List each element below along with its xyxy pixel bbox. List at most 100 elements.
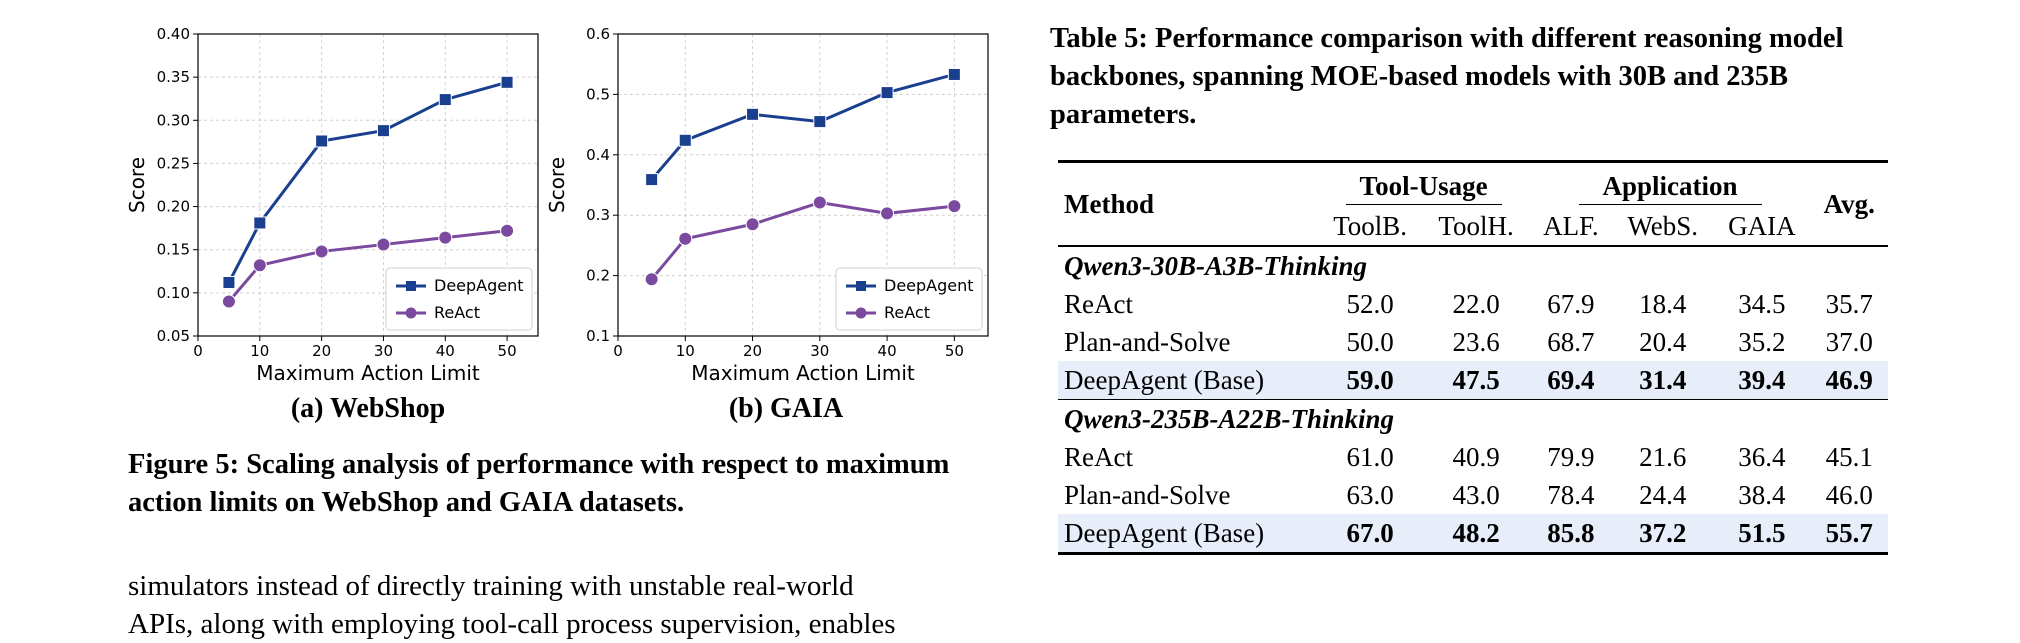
y-tick-label: 0.6	[586, 25, 610, 43]
table-row: ReAct 61.0 40.9 79.9 21.6 36.4 45.1	[1058, 438, 1888, 476]
data-point-deepagent	[746, 107, 760, 121]
value-cell: 63.0	[1346, 479, 1394, 510]
table-row: Plan-and-Solve 50.0 23.6 68.7 20.4 35.2 37.0	[1058, 323, 1888, 361]
data-point-react	[438, 230, 453, 245]
legend-marker	[855, 307, 867, 319]
data-point-deepagent	[253, 216, 267, 230]
x-tick-label: 30	[374, 342, 393, 360]
body-line-1: simulators instead of directly training …	[128, 570, 854, 602]
legend-label: DeepAgent	[434, 276, 524, 295]
value-cell: 23.6	[1452, 326, 1500, 357]
data-point-react	[947, 199, 962, 214]
y-tick-label: 0.2	[586, 267, 610, 285]
legend-label: ReAct	[434, 303, 480, 322]
column-header: WebS.	[1627, 210, 1699, 241]
data-point-deepagent	[376, 124, 390, 138]
value-cell: 18.4	[1639, 288, 1687, 319]
gaia-subcaption: (b) GAIA	[728, 393, 844, 424]
value-cell: 35.2	[1738, 326, 1786, 357]
method-cell: DeepAgent (Base)	[1058, 361, 1318, 400]
tool-usage-header: Tool-Usage	[1318, 162, 1530, 208]
y-tick-label: 0.35	[157, 68, 190, 86]
method-header: Method	[1064, 188, 1154, 219]
legend-label: DeepAgent	[884, 276, 974, 295]
value-cell: 37.0	[1825, 326, 1873, 357]
table-row: Plan-and-Solve 63.0 43.0 78.4 24.4 38.4 46.0	[1058, 476, 1888, 514]
value-cell: 38.4	[1738, 479, 1786, 510]
value-cell: 85.8	[1529, 514, 1613, 554]
y-tick-label: 0.1	[586, 327, 610, 345]
data-point-deepagent	[500, 75, 514, 89]
method-cell: ReAct	[1064, 441, 1133, 472]
value-cell: 69.4	[1529, 361, 1613, 400]
figure-5: 0 10 20 30 40 50 0.05 0.10 0.15 0.20 0.25 0.30 0.35 0…	[0, 0, 1000, 640]
value-cell: 40.9	[1452, 441, 1500, 472]
value-cell: 35.7	[1825, 288, 1873, 319]
data-point-react	[678, 231, 693, 246]
x-axis-label: Maximum Action Limit	[691, 361, 915, 385]
figure-caption: Figure 5: Scaling analysis of performanc…	[128, 449, 950, 518]
table-row: DeepAgent (Base) 59.0 47.5 69.4 31.4 39.4 46.9	[1058, 361, 1888, 400]
data-point-react	[221, 294, 236, 309]
column-header: ALF.	[1543, 210, 1599, 241]
y-tick-label: 0.20	[157, 198, 190, 216]
performance-table: Method Tool-Usage Application Avg. ToolB…	[1058, 160, 1888, 555]
legend-marker	[406, 281, 416, 291]
legend-marker	[856, 281, 866, 291]
x-tick-label: 50	[945, 342, 964, 360]
data-point-deepagent	[315, 134, 329, 148]
plot-frame	[197, 33, 539, 337]
value-cell: 50.0	[1346, 326, 1394, 357]
value-cell: 59.0	[1317, 361, 1423, 400]
data-point-react	[745, 217, 760, 232]
data-point-deepagent	[438, 93, 452, 107]
value-cell: 34.5	[1738, 288, 1786, 319]
x-tick-label: 10	[676, 342, 695, 360]
method-cell: Plan-and-Solve	[1064, 326, 1231, 357]
value-cell: 78.4	[1547, 479, 1595, 510]
application-header: Application	[1530, 162, 1811, 208]
table-row: ReAct 52.0 22.0 67.9 18.4 34.5 35.7	[1058, 285, 1888, 323]
data-point-react	[812, 195, 827, 210]
y-tick-label: 0.40	[157, 25, 190, 43]
x-tick-label: 20	[312, 342, 331, 360]
gaia-chart: 0 10 20 30 40 50 0.1 0.2 0.3 0.4 0.5 0.6 Maximum Act…	[545, 25, 989, 385]
body-paragraph: simulators instead of directly training …	[128, 567, 978, 643]
data-point-deepagent	[222, 276, 236, 290]
value-cell: 43.0	[1452, 479, 1500, 510]
value-cell: 24.4	[1639, 479, 1687, 510]
x-tick-label: 30	[810, 342, 829, 360]
webshop-subcaption: (a) WebShop	[290, 393, 446, 424]
x-axis-label: Maximum Action Limit	[256, 361, 480, 385]
y-tick-label: 0.5	[586, 85, 610, 103]
x-tick-label: 50	[498, 342, 517, 360]
y-tick-label: 0.10	[157, 284, 190, 302]
model-group-title: Qwen3-30B-A3B-Thinking	[1064, 250, 1368, 281]
series-line-react	[650, 200, 955, 281]
column-header: ToolH.	[1438, 210, 1514, 241]
method-cell: Plan-and-Solve	[1064, 479, 1231, 510]
data-point-deepagent	[813, 115, 827, 129]
value-cell: 67.0	[1317, 514, 1423, 554]
data-point-deepagent	[880, 86, 894, 100]
data-point-react	[500, 223, 515, 238]
value-cell: 46.9	[1810, 361, 1888, 400]
y-axis-label: Score	[125, 157, 149, 213]
value-cell: 39.4	[1713, 361, 1811, 400]
y-tick-label: 0.25	[157, 154, 190, 172]
value-cell: 52.0	[1346, 288, 1394, 319]
column-header: GAIA	[1728, 210, 1796, 241]
legend-label: ReAct	[884, 303, 930, 322]
y-tick-label: 0.05	[157, 327, 190, 345]
y-tick-label: 0.30	[157, 111, 190, 129]
data-point-react	[880, 206, 895, 221]
data-point-react	[644, 272, 659, 287]
value-cell: 45.1	[1825, 441, 1873, 472]
x-tick-label: 0	[613, 342, 623, 360]
value-cell: 68.7	[1547, 326, 1595, 357]
value-cell: 51.5	[1713, 514, 1811, 554]
y-tick-label: 0.4	[586, 146, 610, 164]
x-tick-label: 0	[193, 342, 203, 360]
value-cell: 36.4	[1738, 441, 1786, 472]
series-line-react	[227, 229, 508, 303]
